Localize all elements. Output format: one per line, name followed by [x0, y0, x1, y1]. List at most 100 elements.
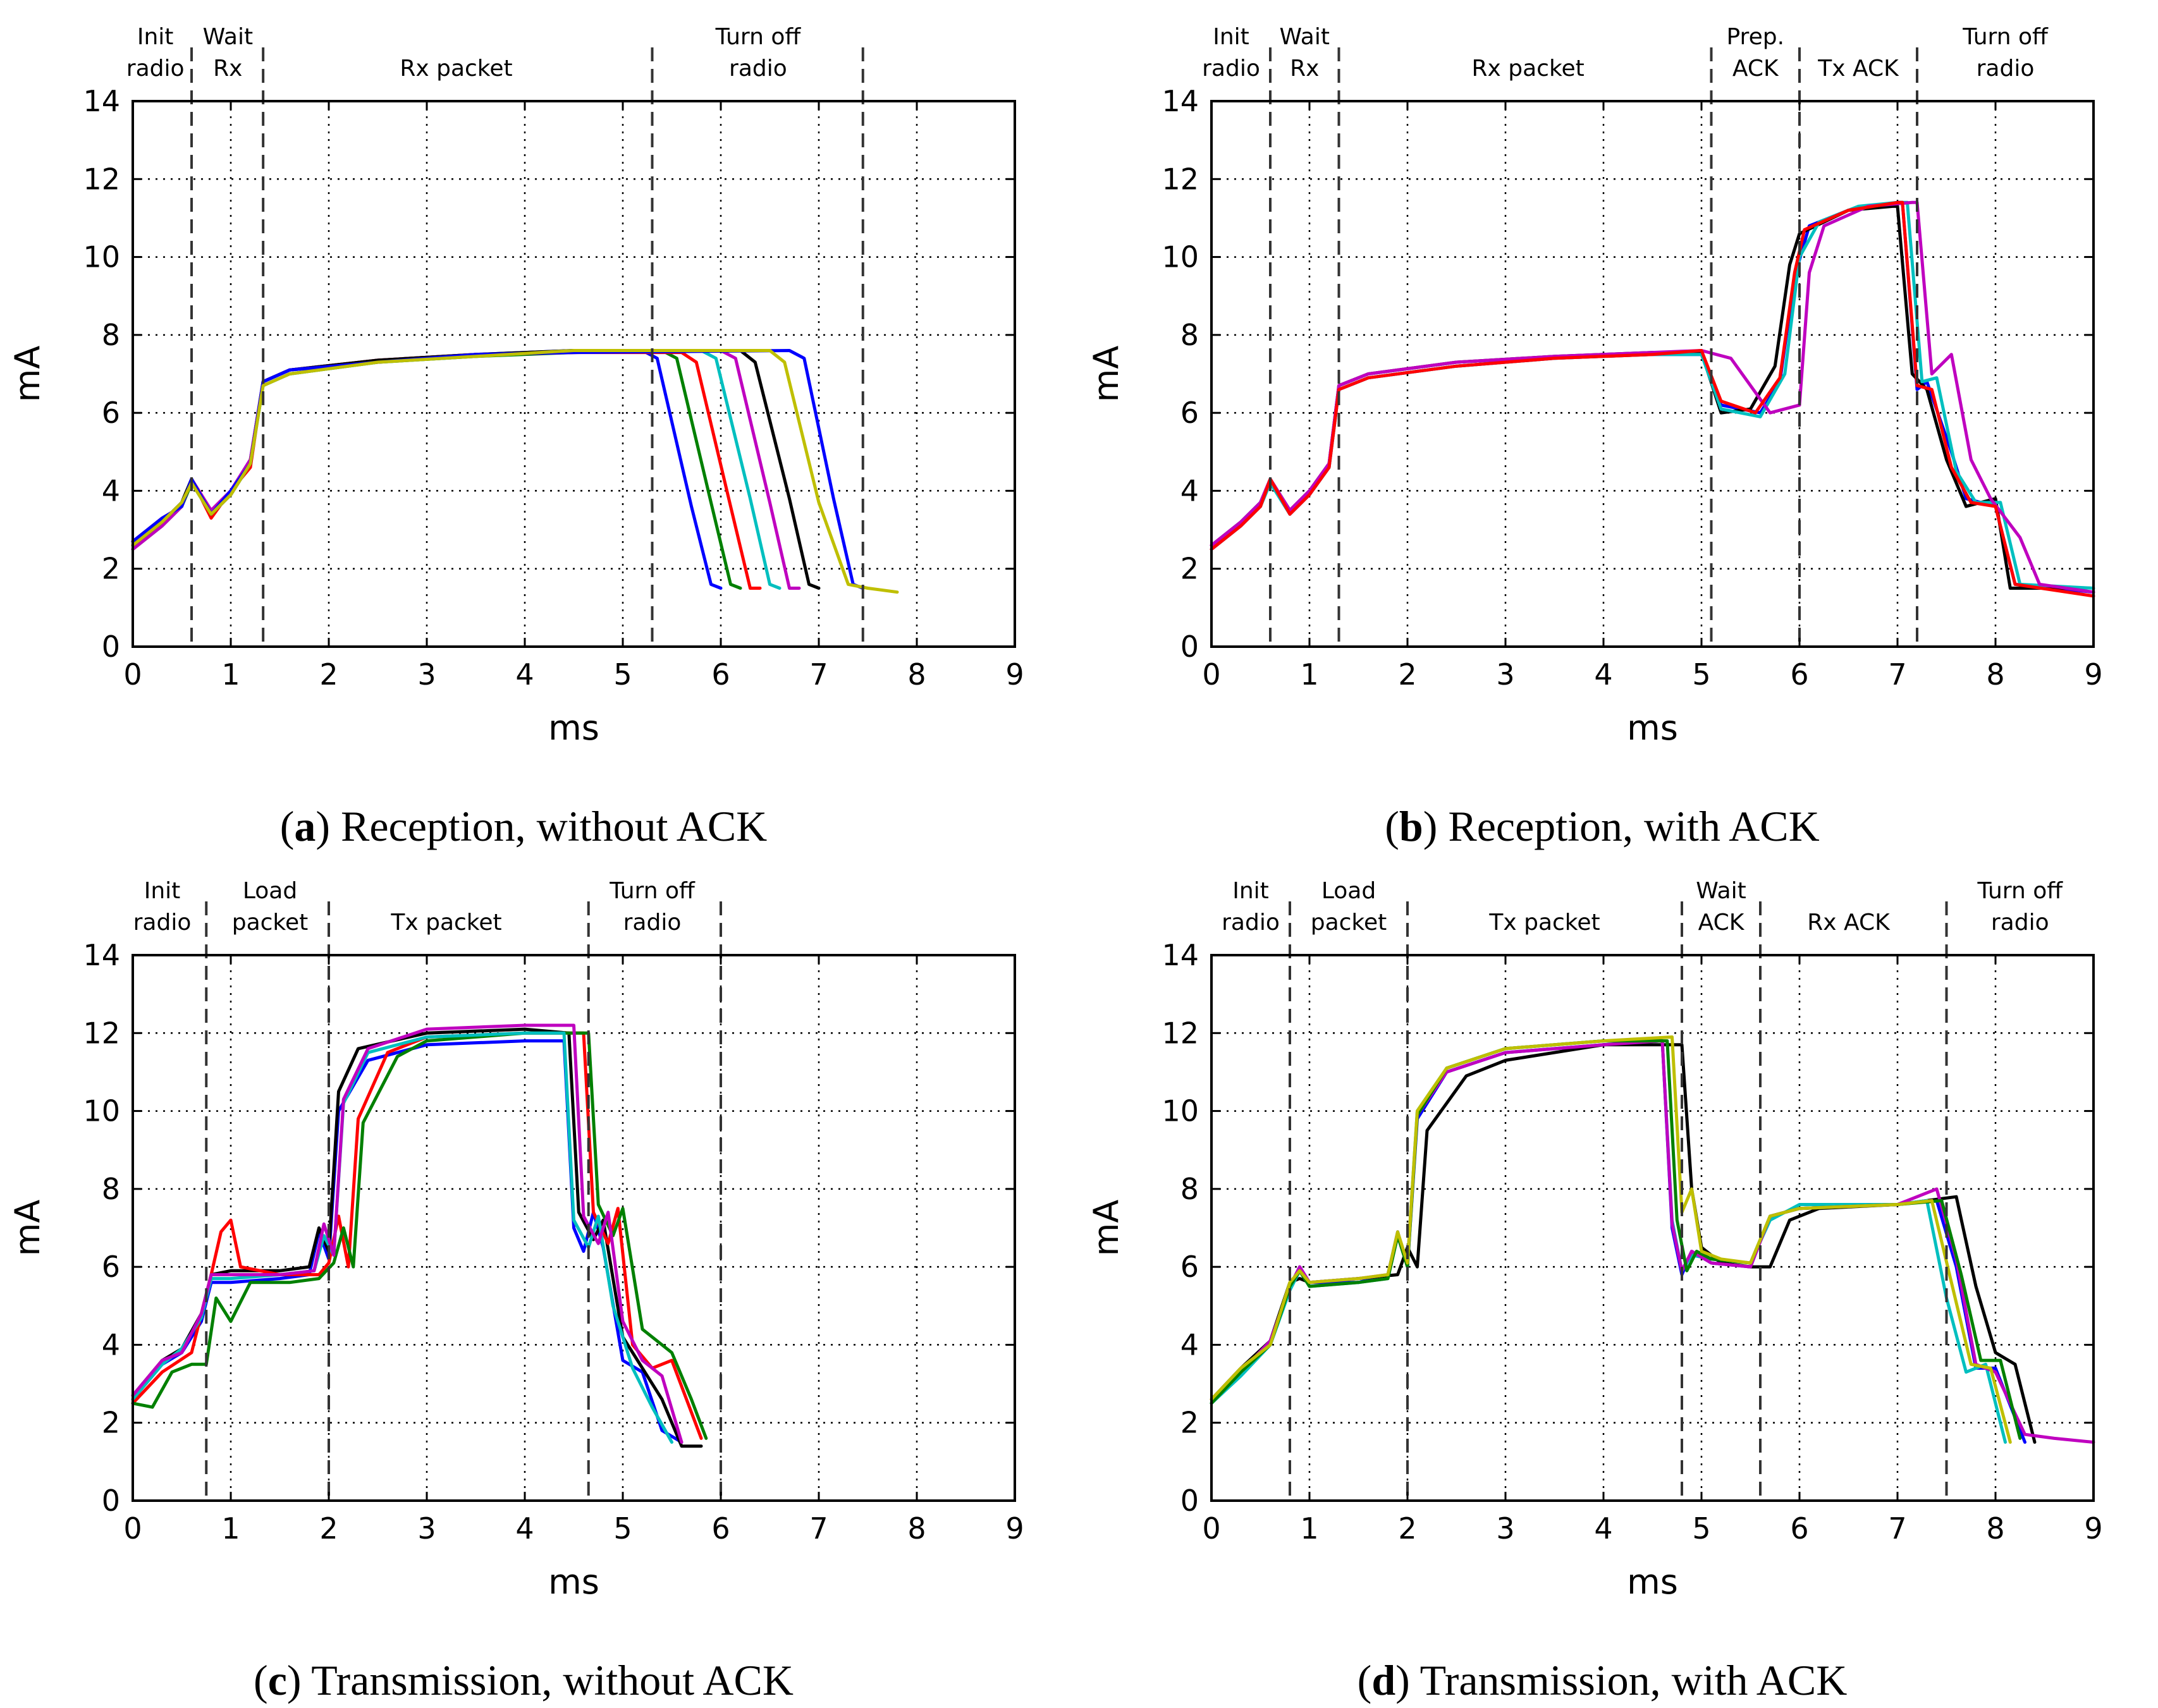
- panel-b: 0 1 2 3 4 5 6 7 8 9 0 2 4 6 8 10 12 14 ms mA Init radio Wait Rx…: [1079, 0, 2157, 854]
- phase-label: radio: [126, 56, 185, 82]
- y-tick-label: 4: [1180, 473, 1199, 508]
- y-tick-label: 10: [83, 1094, 120, 1128]
- chart-a: 0 1 2 3 4 5 6 7 8 902468101214msmAInitradioWaitRx…: [8, 24, 1024, 850]
- phase-label: Tx ACK: [1817, 56, 1899, 82]
- caption-close-paren: ): [287, 1656, 311, 1704]
- phase-label: radio: [1991, 910, 2049, 936]
- phase-label: Init: [137, 24, 174, 50]
- series-line-trace-2: [131, 349, 742, 590]
- panel-c: 0 1 2 3 4 5 6 7 8 9 0 2 4 6 8 10 12 14 ms mA Init radio Load pa…: [0, 854, 1079, 1708]
- y-tick-label: 10: [1162, 240, 1199, 274]
- y-axis-label: mA: [1086, 346, 1126, 403]
- phase-label: Load: [1321, 878, 1376, 904]
- phase-label: radio: [623, 910, 682, 936]
- x-axis-label: ms: [1627, 1562, 1678, 1602]
- x-tick-label: 1: [1300, 1511, 1318, 1546]
- caption-open-paren: (: [254, 1656, 268, 1704]
- phase-label: Tx packet: [1488, 910, 1600, 936]
- series-line-trace-8: [131, 349, 899, 594]
- y-tick-label: 10: [83, 240, 120, 274]
- x-tick-label: 8: [907, 657, 926, 692]
- caption-text: Reception, with ACK: [1448, 802, 1819, 850]
- figure-caption: (c) Transmission, without ACK: [254, 1656, 794, 1704]
- phase-label: Load: [243, 878, 297, 904]
- y-tick-label: 6: [102, 396, 120, 430]
- caption-text: Transmission, with ACK: [1420, 1656, 1848, 1704]
- x-tick-label: 3: [417, 657, 436, 692]
- x-tick-label: 0: [123, 657, 142, 692]
- x-tick-label: 9: [2084, 657, 2102, 692]
- phase-label: ACK: [1732, 56, 1779, 82]
- x-tick-label: 2: [319, 657, 338, 692]
- series-line-trace-3: [1210, 1039, 2007, 1444]
- phase-label: Turn off: [609, 878, 696, 904]
- y-tick-label: 14: [83, 938, 120, 972]
- x-tick-label: 5: [613, 657, 632, 692]
- caption-letter: c: [268, 1656, 287, 1704]
- x-tick-label: 0: [123, 1511, 142, 1546]
- y-tick-label: 6: [102, 1250, 120, 1284]
- y-axis-label: mA: [1086, 1200, 1126, 1257]
- x-tick-label: 8: [1986, 1511, 2004, 1546]
- plot-frame: [1210, 100, 2095, 648]
- plot-frame: [132, 100, 1016, 648]
- y-tick-label: 8: [102, 1172, 120, 1206]
- x-tick-label: 3: [1496, 1511, 1514, 1546]
- phase-label: radio: [1977, 56, 2035, 82]
- plot-frame: [132, 954, 1016, 1502]
- y-tick-label: 6: [1180, 396, 1199, 430]
- y-tick-label: 6: [1180, 1250, 1199, 1284]
- y-tick-label: 0: [1180, 1484, 1199, 1518]
- caption-letter: a: [294, 802, 316, 850]
- phase-label: Rx packet: [400, 56, 512, 82]
- caption-letter: d: [1371, 1656, 1395, 1704]
- series-line-trace-3: [1210, 200, 2095, 590]
- series-line-trace-2: [1210, 204, 2085, 590]
- series-line-trace-1: [1210, 200, 2095, 594]
- caption-open-paren: (: [280, 802, 295, 850]
- x-tick-label: 1: [221, 657, 240, 692]
- x-tick-label: 2: [319, 1511, 338, 1546]
- x-tick-label: 3: [417, 1511, 436, 1546]
- y-tick-label: 0: [1180, 630, 1199, 664]
- x-tick-label: 4: [515, 1511, 534, 1546]
- chart-c: 0 1 2 3 4 5 6 7 8 902468101214msmAInitradioLoadpa…: [8, 878, 1024, 1704]
- x-axis-label: ms: [1627, 708, 1678, 748]
- y-axis-label: mA: [8, 1200, 47, 1257]
- phase-label: radio: [1202, 56, 1260, 82]
- y-axis-label: mA: [8, 346, 47, 403]
- series-line-trace-6: [1210, 1035, 2012, 1444]
- phase-label: Rx: [1290, 56, 1319, 82]
- phase-label: Turn off: [1962, 24, 2049, 50]
- x-axis-label: ms: [548, 1562, 599, 1602]
- series-line-trace-4: [1210, 200, 2095, 594]
- x-tick-label: 5: [1692, 1511, 1710, 1546]
- series-line-trace-5: [131, 349, 801, 590]
- y-tick-label: 2: [102, 552, 120, 586]
- caption-open-paren: (: [1385, 802, 1399, 850]
- x-tick-label: 9: [2084, 1511, 2102, 1546]
- x-axis-label: ms: [548, 708, 599, 748]
- x-tick-label: 7: [809, 1511, 828, 1546]
- x-tick-label: 0: [1202, 657, 1220, 692]
- x-tick-label: 8: [907, 1511, 926, 1546]
- phase-label: Tx packet: [390, 910, 501, 936]
- series-line-trace-7: [131, 349, 865, 590]
- x-tick-label: 9: [1005, 1511, 1024, 1546]
- x-tick-label: 4: [1594, 1511, 1612, 1546]
- phase-label: Prep.: [1726, 24, 1784, 50]
- phase-label: Init: [144, 878, 181, 904]
- y-tick-label: 12: [1162, 162, 1199, 196]
- caption-text: Transmission, without ACK: [311, 1656, 794, 1704]
- series-line-trace-4: [1210, 1039, 2095, 1444]
- y-tick-label: 8: [1180, 318, 1199, 352]
- series-line-trace-6: [131, 349, 821, 590]
- phase-label: radio: [1222, 910, 1280, 936]
- phase-label: ACK: [1698, 910, 1745, 936]
- y-tick-label: 12: [83, 1016, 120, 1050]
- x-tick-label: 6: [711, 1511, 730, 1546]
- x-tick-label: 7: [1888, 657, 1906, 692]
- y-tick-label: 4: [1180, 1327, 1199, 1362]
- y-tick-label: 8: [102, 318, 120, 352]
- x-tick-label: 7: [809, 657, 828, 692]
